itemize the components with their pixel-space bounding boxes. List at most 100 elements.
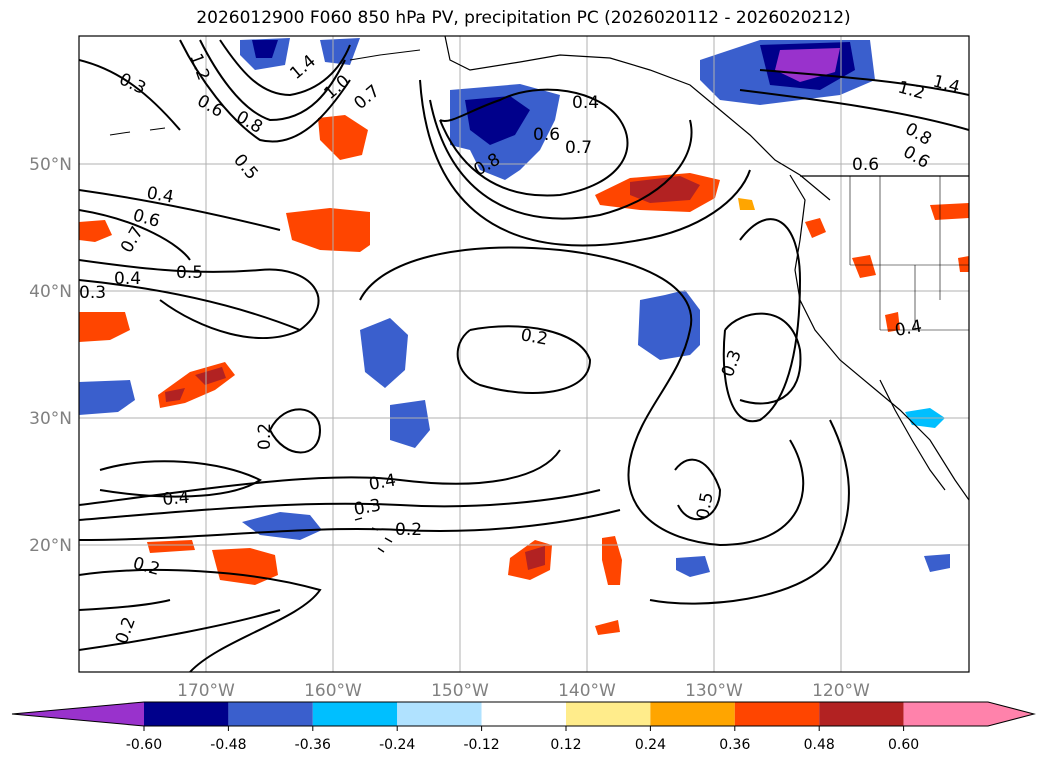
colorbar-tick-label: 0.48	[804, 737, 835, 753]
contour-04-west	[79, 189, 281, 231]
colorbar-tick-label: 0.36	[719, 737, 750, 753]
colorbar-tick-label: 0.12	[550, 737, 581, 753]
lon-label: 150°W	[431, 681, 489, 701]
alaska-coast	[444, 36, 831, 201]
shade-pos-w3b	[165, 388, 185, 402]
colorbar-tick-label: -0.12	[463, 737, 499, 753]
contour-04-lobe	[99, 460, 262, 498]
contour-gulf-low	[439, 88, 629, 197]
colorbar-segment	[734, 702, 820, 726]
contour-label: 0.6	[533, 125, 560, 145]
shade-pos-w3-core	[195, 367, 226, 385]
aleutians	[109, 49, 421, 136]
contour-02-lowmid	[269, 408, 322, 454]
colorbar-segment	[397, 702, 482, 726]
contour-label: 0.4	[145, 183, 175, 207]
colorbar-tick-label: -0.48	[210, 737, 246, 753]
colorbar-segment-last	[903, 702, 1034, 726]
latitude-labels: 50°N 40°N 30°N 20°N	[29, 155, 72, 556]
contour-label: 0.4	[572, 93, 599, 113]
colorbar-tick-label: 0.24	[635, 737, 666, 753]
contour-south-loop	[649, 419, 850, 605]
shade-neg-nw-core	[252, 40, 278, 58]
contour-north-jet	[759, 69, 969, 96]
coastlines	[109, 36, 969, 553]
contour-02-south	[79, 509, 621, 541]
colorbar-segment	[481, 702, 566, 726]
na-west-coast	[789, 174, 969, 501]
colorbar-tick-label: 0.60	[888, 737, 919, 753]
colorbar-segment	[228, 702, 313, 726]
contour-03-north	[79, 59, 181, 131]
contour-label: 0.4	[114, 269, 141, 289]
contour-label: 0.3	[352, 496, 382, 520]
shade-pos-nw	[318, 115, 368, 160]
lon-label: 120°W	[812, 681, 870, 701]
contour-03-bottom	[79, 599, 171, 611]
contour-label: 0.2	[255, 423, 275, 450]
map-frame	[78, 35, 970, 673]
shade-pos-s2	[602, 536, 622, 585]
shade-neg-se	[924, 554, 950, 572]
shade-neg-mid	[360, 318, 408, 388]
shade-pos-e2	[852, 255, 876, 278]
contour-gulf-3	[419, 79, 751, 247]
colorbar-segment	[312, 702, 398, 726]
shade-pos-s1-core	[525, 546, 545, 570]
contour-nw-2	[199, 39, 346, 122]
contour-02-bottom	[79, 609, 281, 651]
shade-pos-s3	[595, 620, 620, 635]
contour-north-jet-2	[739, 89, 969, 131]
contour-label: 0.4	[367, 471, 397, 495]
colorbar-tick-label: -0.60	[126, 737, 162, 753]
shade-pos-w2	[79, 312, 130, 342]
contour-east-lobe	[722, 218, 802, 423]
us-state-lines	[849, 176, 969, 331]
lat-label: 30°N	[29, 409, 72, 429]
colorbar: -0.60 -0.48 -0.36 -0.24 -0.12 0.12 0.24 …	[11, 701, 1036, 753]
shade-pos-e4	[930, 203, 969, 220]
colorbar-segment	[144, 702, 229, 726]
colorbar-tick-label: -0.36	[295, 737, 331, 753]
contour-label: 0.2	[519, 325, 549, 349]
lat-label: 40°N	[29, 282, 72, 302]
shade-pos-e3	[885, 312, 900, 332]
contour-04-south	[79, 449, 561, 506]
contour-04-mid	[79, 279, 301, 331]
contour-03-east	[724, 312, 802, 405]
contour-02-sw	[79, 569, 322, 672]
colorbar-tick-label: -0.24	[379, 737, 415, 753]
colorbar-segment	[566, 702, 651, 726]
contour-label: 0.4	[893, 317, 923, 341]
contour-nw-3	[219, 39, 351, 97]
contour-label: 0.2	[395, 520, 422, 540]
shade-pos-mid-n	[286, 208, 370, 252]
shade-pos-sw2	[147, 540, 195, 553]
shade-pos-e5	[738, 198, 755, 210]
map-title: 2026012900 F060 850 hPa PV, precipitatio…	[196, 8, 851, 28]
contour-large-mid	[359, 246, 805, 547]
lon-label: 140°W	[558, 681, 616, 701]
contour-gulf-2	[429, 99, 693, 220]
colorbar-segment	[819, 702, 904, 726]
shade-pos-e1	[805, 218, 826, 238]
contour-label: 0.7	[565, 138, 592, 158]
shade-neg-mid2	[390, 400, 430, 448]
contour-06-west	[79, 209, 191, 261]
shade-neg-n2	[320, 38, 360, 65]
shade-pos-sw	[212, 548, 278, 585]
lat-label: 50°N	[29, 155, 72, 175]
colorbar-segment	[650, 702, 735, 726]
contour-label: 0.5	[693, 491, 717, 521]
contour-05-west	[79, 259, 320, 339]
pv-contours	[79, 39, 969, 672]
shade-neg-s	[676, 556, 710, 577]
contour-label: 0.4	[162, 488, 191, 510]
contour-nw-1	[179, 39, 351, 143]
contour-label: 0.5	[176, 263, 203, 283]
shade-neg-e	[638, 290, 700, 360]
contour-label: 0.3	[79, 283, 106, 303]
lat-label: 20°N	[29, 536, 72, 556]
contour-label: 0.6	[852, 155, 879, 175]
